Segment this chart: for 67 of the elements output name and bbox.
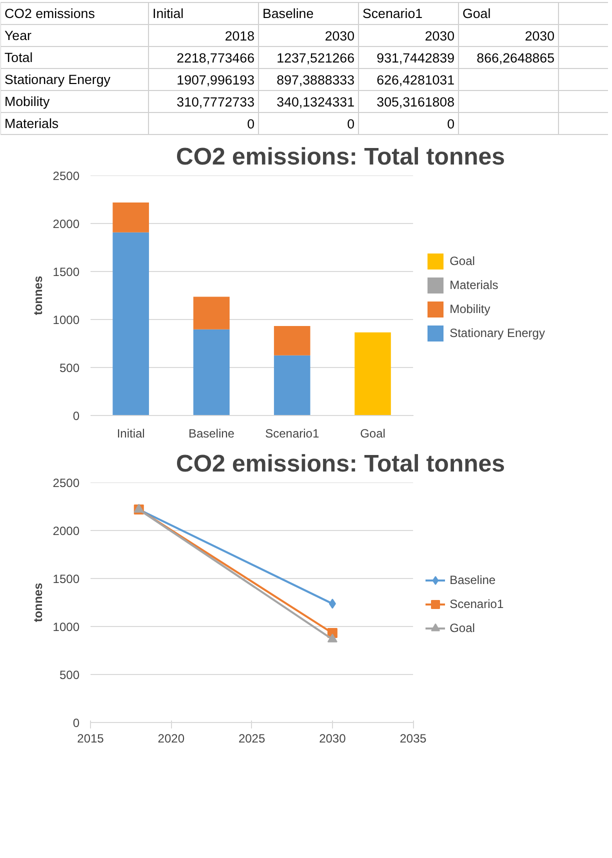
y-tick-label: 2500 <box>52 476 80 490</box>
legend-label: Scenario1 <box>450 597 504 611</box>
text: 2030 <box>424 28 455 44</box>
text: 310,7772733 <box>176 94 254 110</box>
y-axis-title: tonnes <box>30 582 45 622</box>
bar <box>193 296 230 330</box>
y-tick-label: 500 <box>59 361 80 375</box>
text: 626,4281031 <box>376 72 454 88</box>
y-tick-label: 1000 <box>52 313 80 327</box>
x-tick-label: 2035 <box>400 732 427 746</box>
y-tick-label: 1000 <box>52 620 80 634</box>
text: 897,3888333 <box>276 72 354 88</box>
y-tick-label: 2500 <box>52 169 80 183</box>
chart-title: CO2 emissions: Total tonnes <box>176 450 505 478</box>
x-tick-label: Baseline <box>188 426 235 440</box>
category-label: Initial <box>152 6 184 21</box>
x-tick-label: 2020 <box>158 732 185 746</box>
bar <box>193 329 230 416</box>
y-tick-label: 1500 <box>52 572 80 586</box>
legend-label: Materials <box>450 278 498 292</box>
text: 931,7442839 <box>376 50 454 66</box>
text: 866,2648865 <box>476 50 554 66</box>
bar <box>274 355 310 416</box>
text: 2218,773466 <box>176 50 254 66</box>
text: CO2 emissions <box>4 6 96 21</box>
legend-label: Baseline <box>450 573 496 587</box>
legend-label: Mobility <box>450 302 490 316</box>
legend-label: Stationary Energy <box>450 326 545 340</box>
category-label: Goal <box>462 6 491 21</box>
text: 1237,521266 <box>276 50 354 66</box>
bar <box>112 232 149 416</box>
y-tick-label: 1500 <box>52 265 80 279</box>
text: 0 <box>247 116 255 132</box>
text: 2018 <box>224 28 255 44</box>
text: 2030 <box>324 28 355 44</box>
text: 2030 <box>524 28 555 44</box>
bar <box>354 332 391 416</box>
y-tick-label: 2000 <box>52 217 80 231</box>
category-label: Mobility <box>4 94 50 109</box>
legend-label: Goal <box>450 254 475 268</box>
chart-title: CO2 emissions: Total tonnes <box>176 144 505 170</box>
category-label: Materials <box>4 116 59 131</box>
x-tick-label: 2025 <box>238 732 266 746</box>
category-label: Stationary Energy <box>4 72 110 87</box>
legend-label: Goal <box>450 621 475 635</box>
point <box>328 598 336 609</box>
category-label: Year <box>4 28 32 43</box>
text: 1907,996193 <box>176 72 254 88</box>
x-tick-label: 2015 <box>77 732 104 746</box>
bar <box>112 202 149 232</box>
y-tick-label: 0 <box>72 716 80 730</box>
y-tick-label: 0 <box>72 409 80 423</box>
category-label: Total <box>4 50 33 65</box>
text: 305,3161808 <box>376 94 454 110</box>
text: 340,1324331 <box>276 94 354 110</box>
x-tick-label: 2030 <box>319 732 346 746</box>
category-label: Scenario1 <box>362 6 423 21</box>
y-axis-title: tonnes <box>30 276 45 316</box>
x-tick-label: Initial <box>116 426 145 440</box>
text: 0 <box>347 116 355 132</box>
bar <box>274 326 310 356</box>
category-label: Baseline <box>262 6 314 21</box>
x-tick-label: Goal <box>360 426 386 440</box>
y-tick-label: 2000 <box>52 524 80 538</box>
y-tick-label: 500 <box>59 668 80 682</box>
x-tick-label: Scenario1 <box>265 426 320 440</box>
text: 0 <box>447 116 455 132</box>
